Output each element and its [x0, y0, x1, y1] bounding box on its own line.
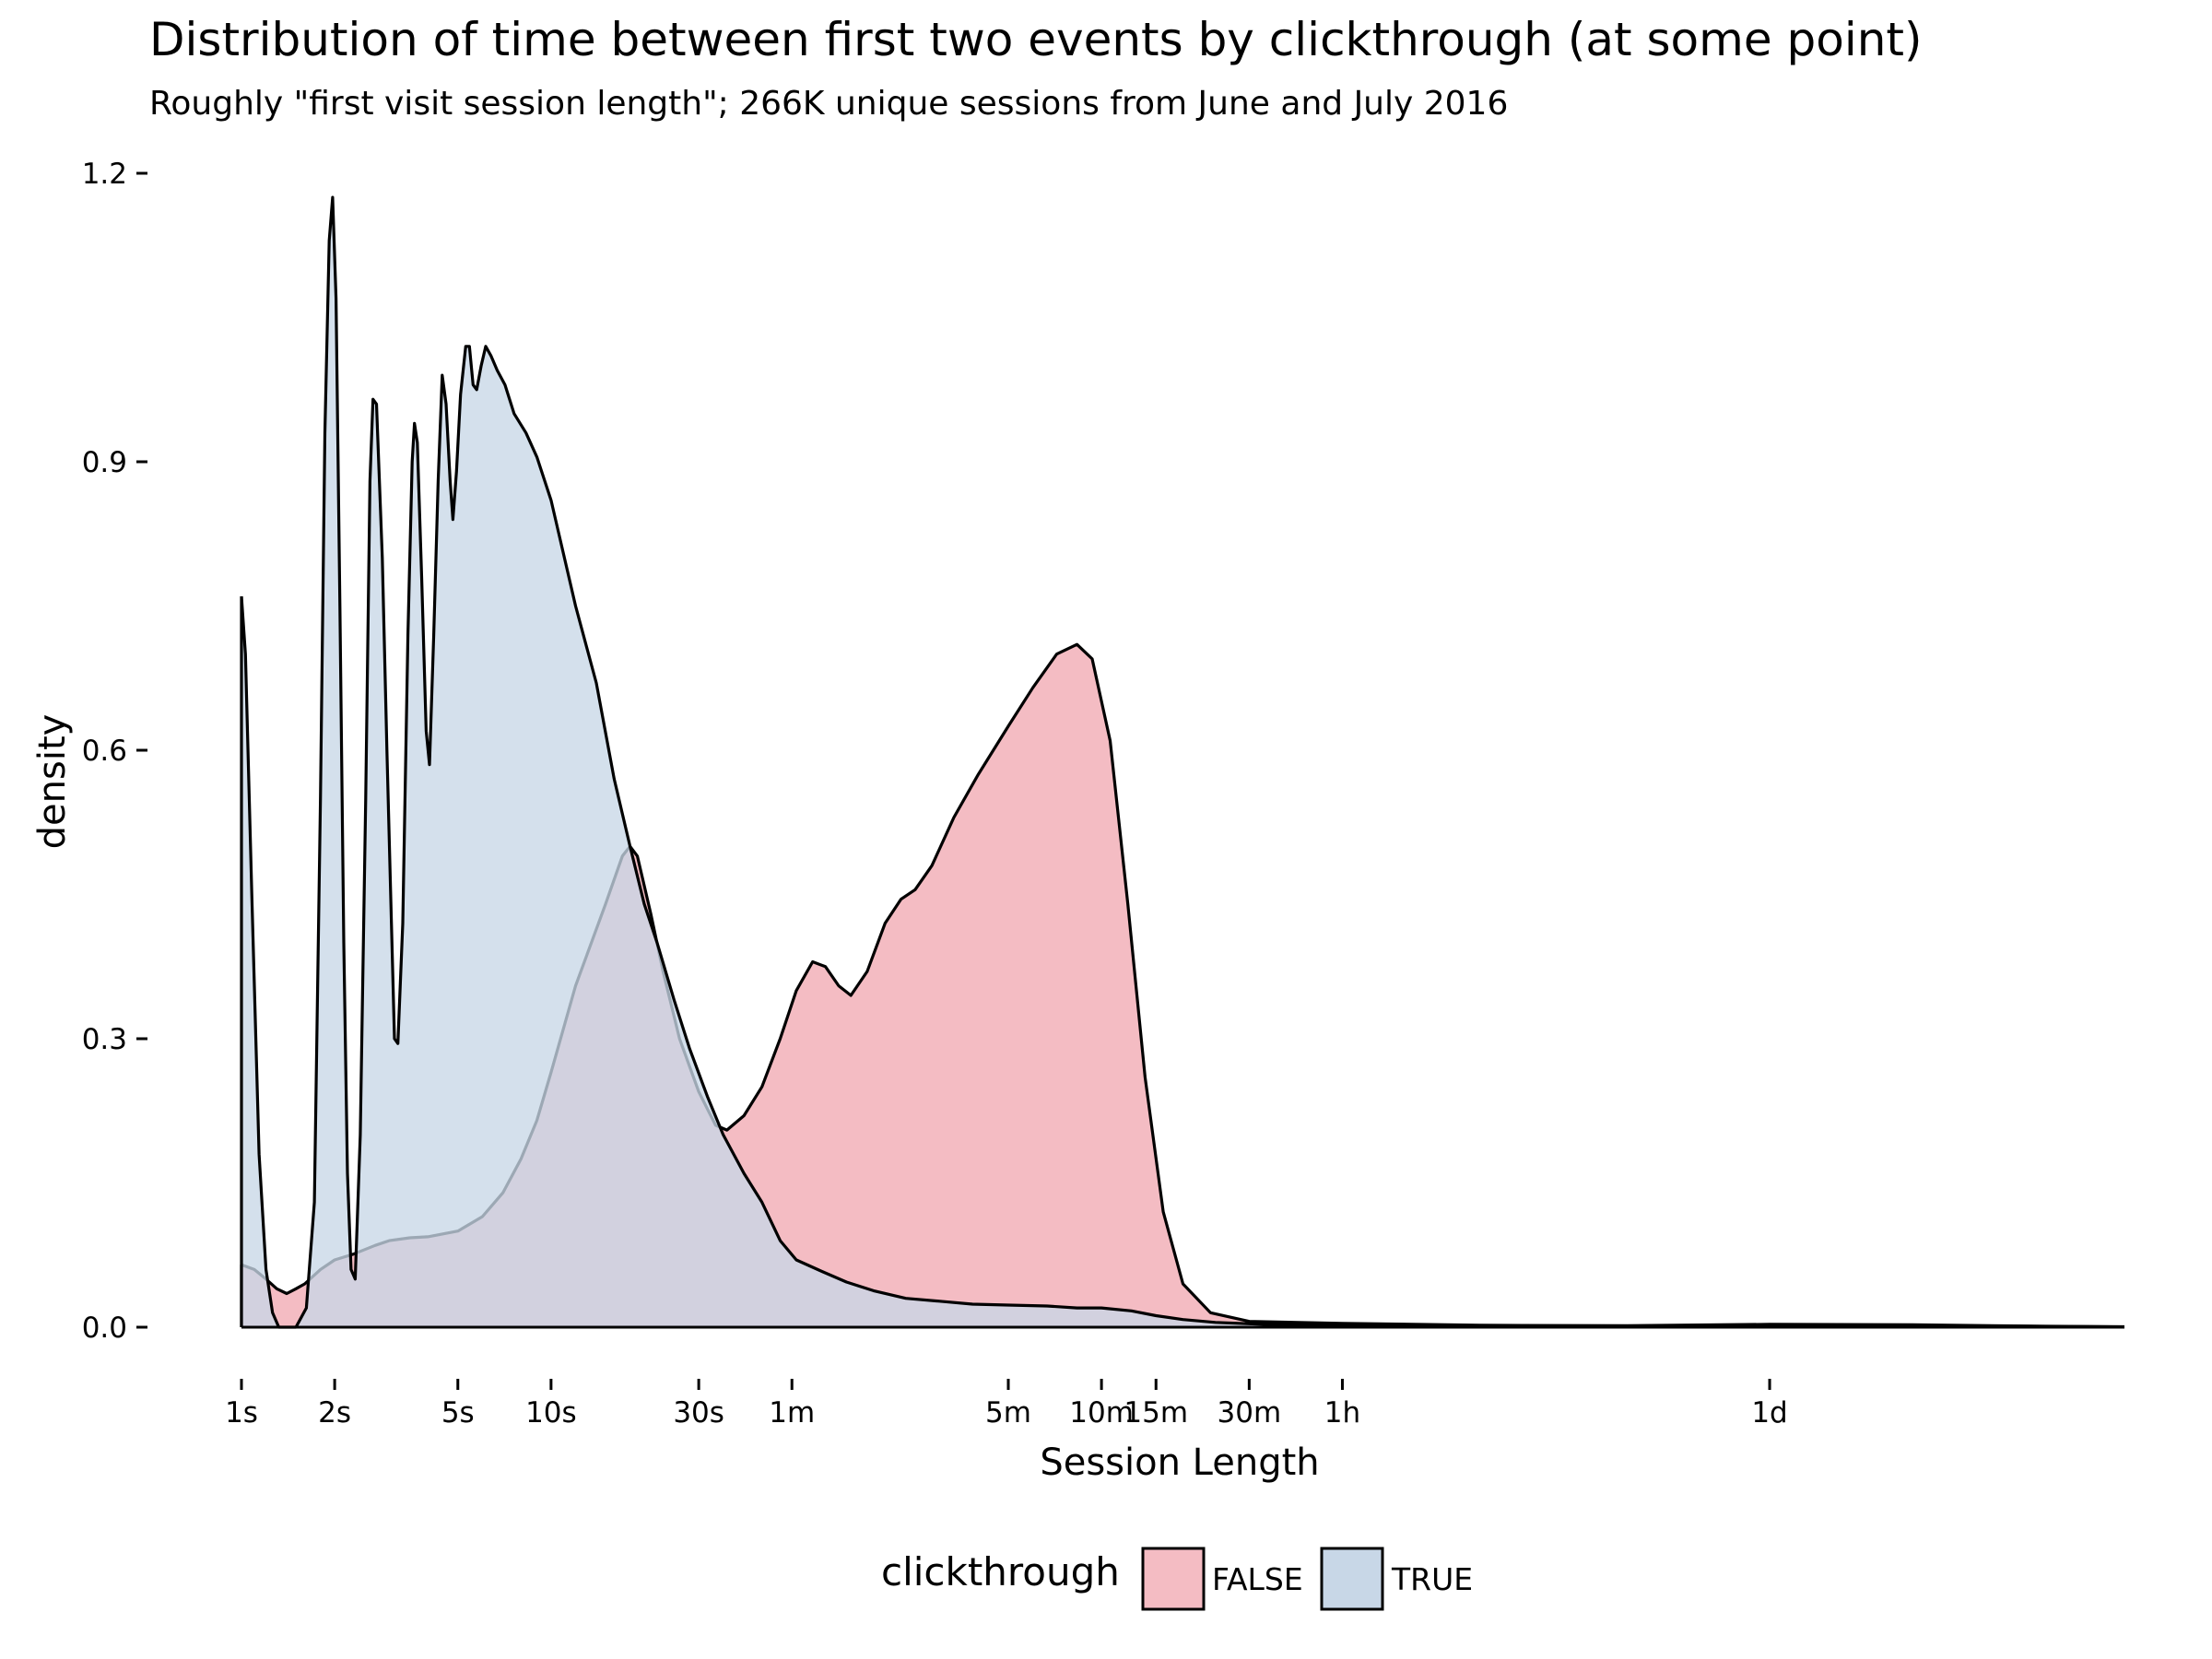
x-tick-label: 5s: [441, 1396, 475, 1430]
chart-title: Distribution of time between first two e…: [149, 13, 1923, 66]
legend-items: FALSE TRUE: [1141, 1547, 1473, 1611]
y-tick-label: 1.2: [82, 158, 127, 191]
legend-label-false: FALSE: [1212, 1561, 1303, 1597]
legend-label-true: TRUE: [1391, 1561, 1473, 1597]
x-tick-label: 30m: [1218, 1396, 1282, 1430]
legend-swatch-false: [1141, 1547, 1206, 1611]
y-axis-title: density: [31, 714, 74, 850]
legend-swatch-true: [1320, 1547, 1384, 1611]
x-tick-label: 10m: [1069, 1396, 1134, 1430]
chart-subtitle: Roughly "first visit session length"; 26…: [149, 85, 1509, 123]
x-tick-label: 1s: [225, 1396, 258, 1430]
y-tick-label: 0.3: [82, 1023, 127, 1056]
x-tick-label: 15m: [1124, 1396, 1188, 1430]
series-area-true: [241, 197, 2124, 1328]
x-tick-label: 1m: [769, 1396, 815, 1430]
x-tick-label: 1d: [1751, 1396, 1787, 1430]
series-layer: [240, 195, 2125, 1329]
legend-title: clickthrough: [881, 1549, 1120, 1594]
y-tick-label: 0.0: [82, 1312, 127, 1345]
y-tick-label: 0.6: [82, 735, 127, 768]
series-line-true: [240, 195, 2125, 1329]
x-tick-label: 30s: [673, 1396, 724, 1430]
legend: clickthrough FALSE TRUE: [881, 1547, 1473, 1611]
x-tick-label: 5m: [985, 1396, 1031, 1430]
x-tick-label: 10s: [525, 1396, 577, 1430]
x-tick-label: 2s: [318, 1396, 351, 1430]
y-tick-label: 0.9: [82, 446, 127, 479]
x-tick-label: 1h: [1324, 1396, 1360, 1430]
x-axis-title: Session Length: [1040, 1441, 1319, 1484]
